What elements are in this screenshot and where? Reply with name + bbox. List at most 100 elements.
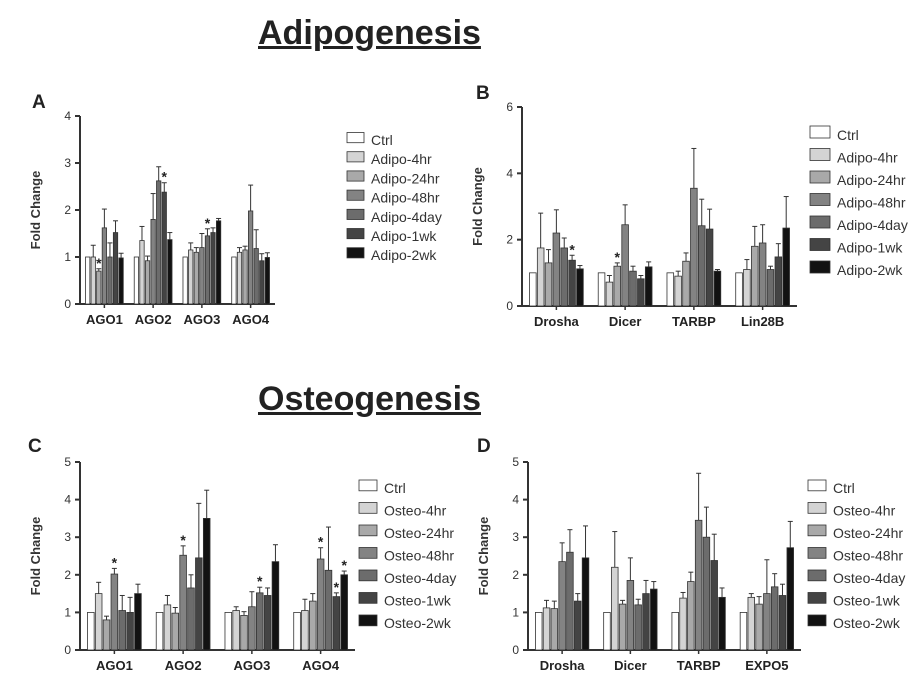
panel-b-bar bbox=[637, 278, 645, 307]
panel-a-bar bbox=[199, 247, 205, 305]
panel-b-bar bbox=[621, 224, 629, 307]
panel-d-bar bbox=[755, 603, 763, 651]
panel-d-y-tick-label: 4 bbox=[512, 493, 519, 507]
panel-b-label: B bbox=[476, 83, 490, 104]
panel-d-bar bbox=[566, 551, 574, 651]
panel-b-bar bbox=[751, 245, 759, 307]
panel-b-y-tick-label: 0 bbox=[506, 299, 513, 313]
panel-d-x-tick-label: Drosha bbox=[540, 658, 586, 673]
panel-c-bar bbox=[332, 596, 341, 651]
panel-c-legend-swatch bbox=[358, 569, 378, 582]
panel-b-significance-star: * bbox=[569, 241, 575, 257]
panel-d-legend-label: Osteo-4hr bbox=[833, 503, 896, 519]
panel-a-bar bbox=[248, 210, 254, 305]
adipogenesis-title: Adipogenesis bbox=[258, 14, 481, 52]
panel-c-bar bbox=[118, 610, 126, 651]
panel-c-bar bbox=[171, 612, 179, 651]
panel-c-legend-swatch bbox=[358, 547, 378, 559]
panel-a-legend-swatch bbox=[346, 132, 365, 144]
panel-b-bar bbox=[782, 227, 790, 307]
panel-a-bar bbox=[107, 256, 113, 305]
panel-b-bar bbox=[552, 232, 561, 307]
panel-c-y-tick-label: 1 bbox=[64, 605, 71, 619]
panel-b-legend-label: Adipo-4hr bbox=[837, 150, 898, 166]
panel-b-legend-swatch bbox=[809, 260, 831, 274]
panel-c-significance-star: * bbox=[334, 579, 340, 595]
panel-d-bar bbox=[634, 604, 642, 651]
panel-a-significance-star: * bbox=[162, 169, 168, 185]
panel-a-bar bbox=[204, 235, 211, 305]
panel-b-legend-swatch bbox=[809, 193, 831, 206]
panel-c-legend-label: Osteo-4day bbox=[384, 570, 456, 586]
panel-d-y-tick-label: 1 bbox=[512, 605, 519, 619]
panel-c-bar bbox=[256, 592, 264, 651]
panel-c-significance-star: * bbox=[318, 534, 324, 550]
panel-a-bar bbox=[118, 257, 124, 305]
panel-d-bar bbox=[770, 586, 779, 651]
panel-b-bar bbox=[560, 247, 568, 307]
panel-a-bar bbox=[264, 257, 270, 305]
panel-b-bar bbox=[774, 256, 783, 307]
panel-c-bar bbox=[309, 600, 317, 651]
panel-b-bar bbox=[644, 266, 653, 307]
panel-c-x-tick-label: AGO1 bbox=[96, 658, 133, 673]
panel-d-bar bbox=[718, 596, 726, 651]
panel-b-legend-label: Adipo-4day bbox=[837, 217, 908, 233]
panel-b-bar bbox=[568, 259, 576, 307]
panel-b-legend-label: Adipo-2wk bbox=[837, 262, 903, 278]
panel-d-legend-label: Osteo-48hr bbox=[833, 548, 903, 564]
panel-a-significance-star: * bbox=[96, 255, 102, 271]
panel-d-legend-label: Osteo-4day bbox=[833, 570, 905, 586]
panel-c-legend-swatch bbox=[358, 592, 378, 604]
panel-b-bar bbox=[536, 247, 545, 307]
panel-c-bar bbox=[301, 610, 309, 651]
panel-a-bar bbox=[210, 232, 216, 305]
panel-c-legend-swatch bbox=[358, 524, 378, 537]
panel-a-x-tick-label: AGO3 bbox=[183, 312, 220, 327]
panel-a-bar bbox=[144, 260, 151, 305]
panel-d-legend-label: Osteo-24hr bbox=[833, 525, 903, 541]
panel-d-bar bbox=[694, 519, 703, 651]
panel-b-bar bbox=[690, 187, 698, 307]
panel-b-bar bbox=[529, 272, 537, 307]
panel-b-significance-star: * bbox=[615, 249, 621, 265]
panel-c-bar bbox=[155, 612, 164, 651]
panel-a-bar bbox=[133, 256, 139, 305]
panel-c-bar bbox=[187, 587, 195, 651]
panel-b-bar bbox=[605, 281, 614, 307]
panel-a-bar bbox=[150, 218, 156, 305]
panel-d-bar bbox=[618, 603, 627, 651]
panel-b-legend-label: Adipo-48hr bbox=[837, 195, 906, 211]
panel-a-bar bbox=[182, 256, 188, 305]
panel-c-legend-swatch bbox=[358, 614, 378, 627]
panel-b-legend-label: Adipo-1wk bbox=[837, 240, 903, 256]
panel-d-bar bbox=[611, 566, 619, 651]
panel-a-y-tick-label: 1 bbox=[64, 250, 71, 264]
panel-d-bar bbox=[550, 608, 559, 651]
panel-d-bar bbox=[542, 607, 551, 651]
panel-c-significance-star: * bbox=[180, 532, 186, 548]
panel-a-label: A bbox=[32, 92, 46, 113]
panel-d-bar bbox=[710, 560, 718, 651]
panel-c-bar bbox=[163, 604, 172, 651]
panel-a-bar bbox=[101, 227, 107, 305]
panel-d-legend-swatch bbox=[807, 479, 827, 492]
panel-a-legend-swatch bbox=[346, 208, 365, 220]
panel-c-y-tick-label: 0 bbox=[64, 643, 71, 657]
panel-d-legend-swatch bbox=[807, 569, 827, 582]
panel-d-bar bbox=[763, 593, 771, 651]
panel-c-bar bbox=[232, 610, 240, 651]
panel-d-y-axis-label: Fold Change bbox=[476, 517, 491, 596]
osteogenesis-title: Osteogenesis bbox=[258, 380, 481, 418]
panel-a-bar bbox=[90, 256, 96, 305]
panel-c-significance-star: * bbox=[257, 573, 263, 589]
panel-a-bar bbox=[193, 251, 199, 305]
panel-b-bar bbox=[705, 228, 714, 307]
panel-d-bar bbox=[786, 547, 794, 651]
panel-a-legend-swatch bbox=[346, 151, 365, 163]
panel-d-bar bbox=[650, 588, 658, 651]
panel-a-bar bbox=[167, 239, 173, 305]
panel-d-bar bbox=[687, 581, 695, 651]
